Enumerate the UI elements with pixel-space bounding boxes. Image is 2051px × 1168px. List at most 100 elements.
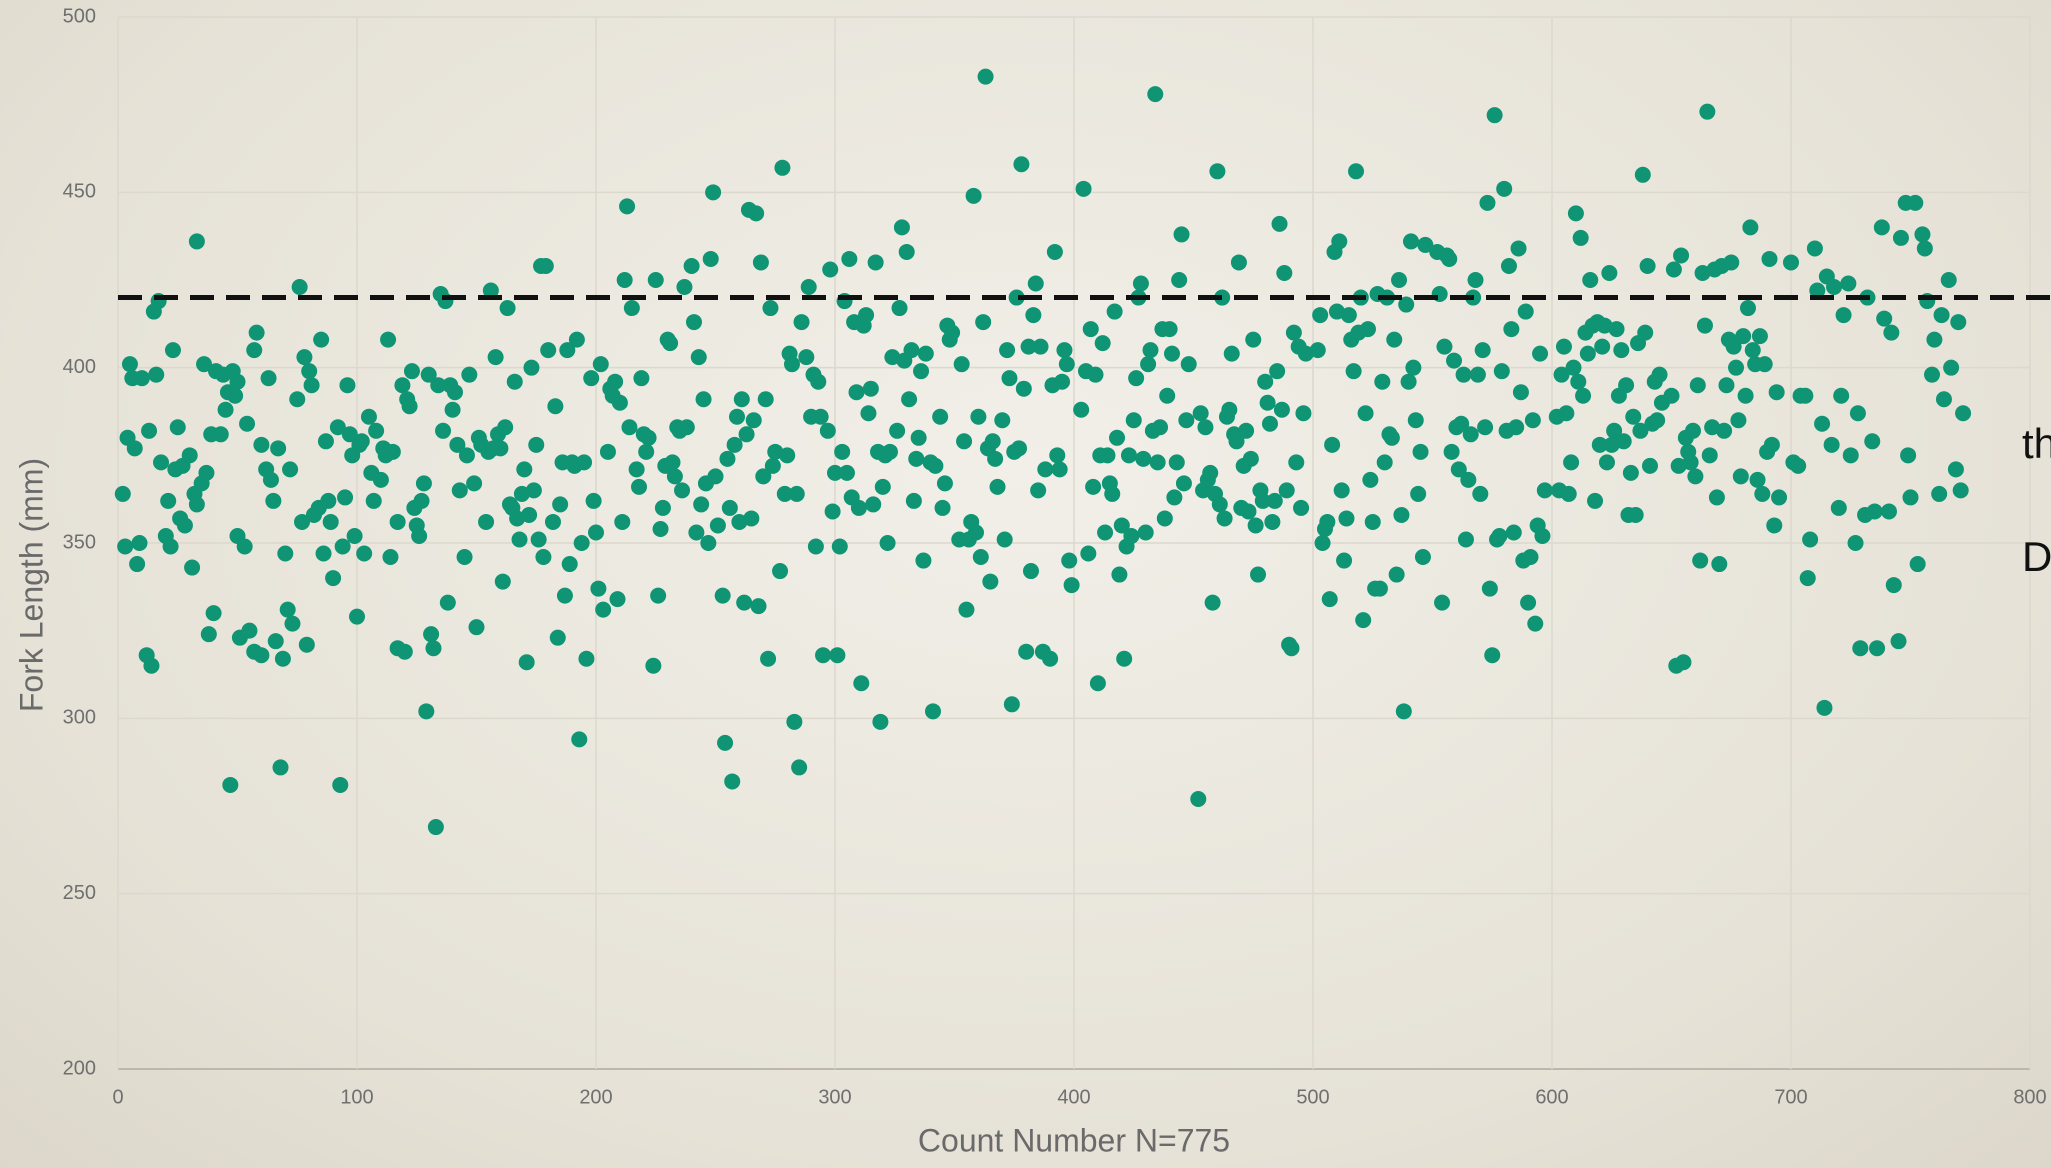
point — [1348, 163, 1365, 180]
point — [229, 373, 246, 390]
point — [1125, 412, 1142, 429]
point — [530, 531, 547, 548]
point — [1190, 790, 1207, 807]
point — [664, 454, 681, 471]
point — [1140, 356, 1157, 373]
point — [1137, 524, 1154, 541]
point — [1711, 556, 1728, 573]
point — [1754, 485, 1771, 502]
point — [910, 429, 927, 446]
point — [1312, 307, 1329, 324]
point — [1716, 422, 1733, 439]
point — [1763, 436, 1780, 453]
point — [862, 380, 879, 397]
point — [260, 370, 277, 387]
point — [1386, 331, 1403, 348]
point — [607, 373, 624, 390]
point — [1402, 233, 1419, 250]
point — [1880, 503, 1897, 520]
point — [1037, 461, 1054, 478]
point — [1696, 317, 1713, 334]
point — [1319, 513, 1336, 530]
point — [365, 492, 382, 509]
point — [1802, 531, 1819, 548]
point — [1025, 307, 1042, 324]
point — [968, 524, 985, 541]
point — [958, 601, 975, 618]
point — [482, 282, 499, 299]
point — [1601, 264, 1618, 281]
point — [662, 335, 679, 352]
point — [164, 342, 181, 359]
point — [1011, 440, 1028, 457]
point — [1434, 594, 1451, 611]
point — [748, 205, 765, 222]
point — [683, 257, 700, 274]
point — [1056, 342, 1073, 359]
point — [1587, 492, 1604, 509]
point — [1732, 468, 1749, 485]
point — [1273, 401, 1290, 418]
point — [588, 524, 604, 541]
point — [674, 482, 691, 499]
point — [1202, 464, 1219, 481]
point — [1109, 429, 1126, 446]
point — [1699, 103, 1716, 120]
point — [143, 657, 160, 674]
point — [924, 703, 941, 720]
point — [1027, 275, 1044, 292]
point — [1257, 373, 1274, 390]
point — [1816, 699, 1833, 716]
point — [1113, 517, 1130, 534]
point — [1216, 510, 1233, 527]
point — [764, 457, 781, 474]
point — [461, 366, 478, 383]
point — [1649, 412, 1666, 429]
point — [1250, 566, 1267, 583]
point — [953, 356, 970, 373]
point — [380, 331, 397, 348]
point — [1723, 254, 1740, 271]
point — [1771, 489, 1788, 506]
point — [1156, 510, 1173, 527]
point — [571, 731, 588, 748]
point — [198, 464, 215, 481]
point — [1355, 612, 1372, 629]
point — [779, 447, 796, 464]
point — [736, 594, 753, 611]
point — [1639, 257, 1656, 274]
point — [188, 233, 205, 250]
point — [1240, 503, 1257, 520]
point — [418, 703, 435, 720]
point — [1340, 307, 1357, 324]
point — [1749, 471, 1766, 488]
point — [879, 535, 896, 551]
point — [917, 345, 934, 362]
point — [798, 349, 815, 366]
point — [131, 535, 148, 551]
point — [1931, 485, 1948, 502]
point — [1441, 250, 1458, 267]
point — [1168, 454, 1185, 471]
point — [298, 636, 315, 653]
point — [1001, 370, 1018, 387]
point — [1395, 703, 1412, 720]
point — [478, 513, 495, 530]
point — [1180, 356, 1197, 373]
point — [279, 601, 296, 618]
point — [927, 457, 944, 474]
point — [301, 363, 318, 380]
point — [511, 531, 528, 548]
point — [160, 492, 177, 509]
point — [619, 198, 636, 215]
point — [1689, 377, 1706, 394]
point — [585, 492, 602, 509]
point — [1847, 535, 1864, 551]
point — [1142, 342, 1159, 359]
point — [282, 461, 299, 478]
point — [807, 538, 824, 555]
point — [162, 538, 179, 555]
point — [1641, 457, 1658, 474]
point — [1558, 405, 1575, 422]
x-tick-label: 400 — [1057, 1086, 1090, 1108]
